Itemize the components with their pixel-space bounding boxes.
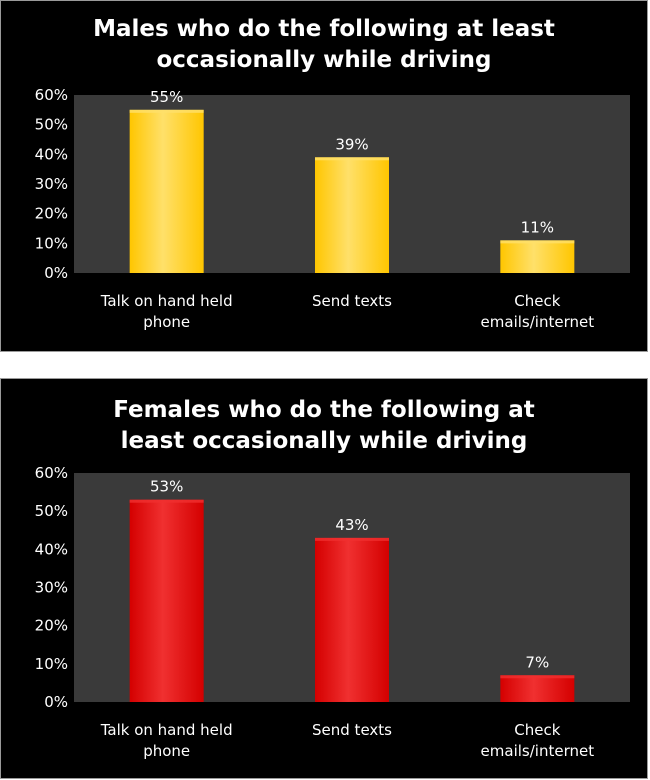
chart-title-line-2: least occasionally while driving <box>120 428 528 454</box>
bar-chart-males: 0% 10% 20% 30% 40% 50% 60% 55% Talk on hand held… <box>35 86 630 331</box>
y-tick-label: 10% <box>35 234 68 252</box>
bar-top-bevel <box>315 157 389 161</box>
x-category-label: emails/internet <box>481 313 595 331</box>
x-category-label: Send texts <box>312 292 392 310</box>
data-label: 39% <box>335 135 368 153</box>
y-tick-label: 20% <box>35 617 68 635</box>
y-tick-label: 0% <box>44 264 68 282</box>
y-tick-label: 50% <box>35 502 68 520</box>
bar-top-bevel <box>315 537 389 541</box>
y-tick-label: 20% <box>35 205 68 223</box>
chart-title-males: Males who do the following at least occa… <box>1 14 647 76</box>
bar-top-bevel <box>129 109 204 113</box>
y-tick-label: 0% <box>44 693 68 711</box>
bar <box>315 157 389 273</box>
bar <box>315 537 389 702</box>
chart-title-line-1: Females who do the following at <box>113 397 535 423</box>
chart-panel-females: Females who do the following at least oc… <box>0 378 648 779</box>
x-category-label: Check <box>514 292 560 310</box>
chart-title-females: Females who do the following at least oc… <box>1 395 647 457</box>
bar <box>129 499 204 702</box>
x-category-label: phone <box>143 742 190 760</box>
y-tick-label: 40% <box>35 145 68 163</box>
bar <box>500 240 575 273</box>
x-category-label: Talk on hand held <box>100 721 233 739</box>
y-tick-label: 50% <box>35 116 68 134</box>
data-label: 43% <box>335 516 368 534</box>
data-label: 7% <box>525 653 549 671</box>
y-tick-label: 30% <box>35 579 68 597</box>
bar-chart-females: 0% 10% 20% 30% 40% 50% 60% 53% Talk on hand held… <box>35 464 630 760</box>
y-tick-label: 30% <box>35 175 68 193</box>
bar-top-bevel <box>500 240 575 244</box>
x-category-label: emails/internet <box>481 742 595 760</box>
data-label: 55% <box>150 88 183 106</box>
y-tick-label: 60% <box>35 464 68 482</box>
bar-top-bevel <box>129 499 204 503</box>
y-tick-label: 10% <box>35 655 68 673</box>
chart-panel-males: Males who do the following at least occa… <box>0 0 648 352</box>
bar-top-bevel <box>500 675 575 679</box>
bar <box>500 675 575 702</box>
data-label: 11% <box>521 218 554 236</box>
data-label: 53% <box>150 478 183 496</box>
x-category-label: phone <box>143 313 190 331</box>
x-category-label: Talk on hand held <box>100 292 233 310</box>
y-tick-label: 60% <box>35 86 68 104</box>
y-tick-label: 40% <box>35 540 68 558</box>
bar <box>129 109 204 273</box>
x-category-label: Send texts <box>312 721 392 739</box>
x-category-label: Check <box>514 721 560 739</box>
chart-title-line-2: occasionally while driving <box>156 47 492 73</box>
panel-separator <box>0 352 650 378</box>
chart-title-line-1: Males who do the following at least <box>93 16 555 42</box>
